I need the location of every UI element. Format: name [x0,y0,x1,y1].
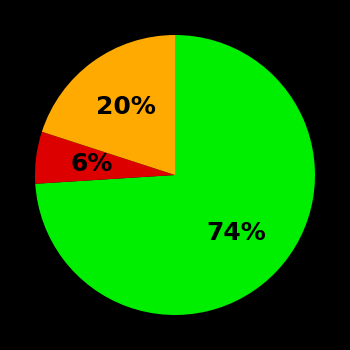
Wedge shape [35,35,315,315]
Wedge shape [35,132,175,184]
Text: 74%: 74% [206,220,266,245]
Text: 20%: 20% [96,95,155,119]
Wedge shape [42,35,175,175]
Text: 6%: 6% [70,153,113,176]
